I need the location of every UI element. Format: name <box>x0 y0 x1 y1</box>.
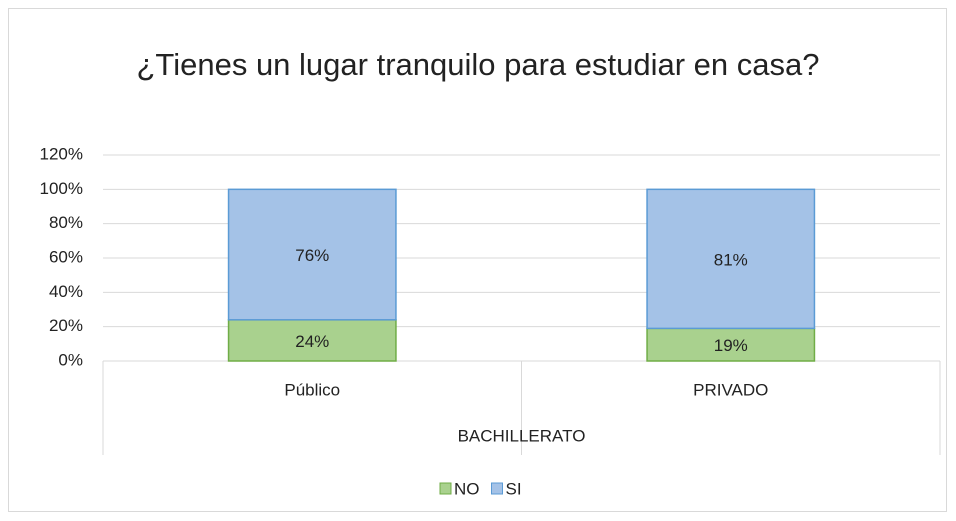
bar-segment <box>646 327 816 362</box>
bar-segment <box>227 188 397 321</box>
legend-label: NO <box>454 479 480 498</box>
chart-border <box>8 8 947 512</box>
y-tick-label: 40% <box>49 282 83 301</box>
x-tick-label: Público <box>284 380 340 399</box>
legend-swatch <box>439 482 452 495</box>
data-label: 76% <box>295 246 329 265</box>
data-label: 81% <box>714 250 748 269</box>
bar-segment <box>646 188 816 330</box>
bar-segment <box>227 319 397 362</box>
x-tick-label: PRIVADO <box>693 380 768 399</box>
chart-title: ¿Tienes un lugar tranquilo para estudiar… <box>136 47 820 82</box>
y-tick-label: 20% <box>49 316 83 335</box>
y-tick-label: 120% <box>40 144 83 163</box>
x-axis-label: BACHILLERATO <box>458 426 586 445</box>
y-tick-label: 0% <box>58 350 83 369</box>
y-tick-label: 60% <box>49 247 83 266</box>
data-label: 19% <box>714 336 748 355</box>
y-tick-label: 80% <box>49 213 83 232</box>
data-label: 24% <box>295 332 329 351</box>
legend-label: SI <box>506 479 522 498</box>
legend-swatch <box>491 482 503 495</box>
y-tick-label: 100% <box>40 179 83 198</box>
